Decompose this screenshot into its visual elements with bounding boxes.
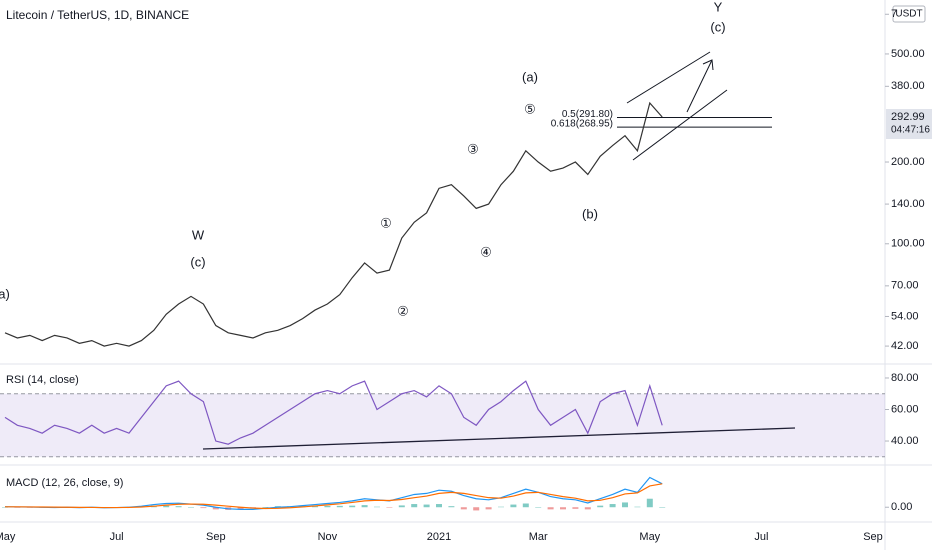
arrow [686,59,713,113]
x-tick-label: Jul [754,531,768,543]
wave-label: a) [0,286,10,301]
y-tick-label: 0.00 [891,501,912,513]
series-line [5,483,663,510]
wave-label: ① [380,215,392,230]
y-tick-label: 200.00 [891,156,925,168]
histogram-bar [386,507,393,508]
y-tick-label: 500.00 [891,48,925,60]
wave-label: ⑤ [524,101,536,116]
y-tick-label: 54.00 [891,310,919,322]
x-tick-label: Nov [318,531,338,543]
x-tick-label: Sep [206,531,226,543]
countdown: 04:47:16 [891,125,930,136]
histogram-bar [485,507,492,510]
wave-label: ③ [467,141,479,156]
y-tick-label: 40.00 [891,435,919,447]
histogram-bar [448,506,455,508]
histogram-bar [572,507,579,509]
histogram-bar [498,506,504,508]
y-tick-label: 60.00 [891,403,919,415]
histogram-bar [163,505,170,508]
histogram-bar [374,506,380,508]
y-tick-label: 100.00 [891,238,925,250]
histogram-bar [237,507,244,510]
histogram-bar [262,507,269,508]
histogram-bar [510,504,517,508]
histogram-bar [622,502,628,508]
histogram-bar [473,507,480,511]
y-tick-label: 380.00 [891,80,925,92]
histogram-bar [535,507,542,508]
histogram-bar [398,505,405,508]
last-price: 292.99 [891,111,925,123]
wave-label: ④ [480,244,492,259]
y-tick-label: 70.00 [891,280,919,292]
histogram-bar [597,505,604,508]
x-tick-label: Jul [110,531,124,543]
histogram-bar [436,504,442,508]
wave-label: (a) [522,69,538,84]
chart-title: Litecoin / TetherUS, 1D, BINANCE [6,8,189,22]
x-tick-label: May [0,531,16,543]
wave-label: Y [714,0,723,14]
wave-label: (c) [190,254,205,269]
wave-label: (c) [710,19,725,34]
currency[interactable]: USDT [895,9,922,20]
rsi-band [0,393,885,457]
channel-line [626,51,711,104]
fib-label: 0.618(268.95) [551,119,613,130]
x-tick-label: Sep [863,531,883,543]
series-line [4,380,663,445]
histogram-bar [336,505,343,508]
arrow-head [702,59,714,71]
histogram-bar [212,507,219,510]
histogram-bar [188,507,194,508]
histogram-bar [560,507,566,510]
histogram-bar [460,507,467,510]
histogram-bar [547,507,554,510]
histogram-bar [411,504,418,508]
histogram-bar [349,505,356,508]
histogram-bar [522,503,529,508]
histogram-bar [324,505,331,508]
series-line [4,101,663,347]
histogram-bar [200,507,207,509]
macd-title: MACD (12, 26, close, 9) [6,477,123,489]
currency-box[interactable] [892,5,926,23]
histogram-bar [423,504,430,508]
price-label-box [886,108,932,139]
y-tick-label: 7 [891,8,897,20]
histogram-bar [646,498,653,508]
wave-label: W [192,227,205,242]
channel-line [632,89,728,161]
x-tick-label: May [639,531,660,543]
histogram-bar [584,507,591,510]
histogram-bar [634,506,641,508]
y-tick-label: 80.00 [891,372,919,384]
histogram-bar [361,505,368,508]
y-tick-label: 140.00 [891,198,925,210]
fib-label: 0.5(291.80) [562,109,613,120]
y-tick-label: 42.00 [891,340,919,352]
histogram-bar [609,504,616,508]
rsi-trendline [202,427,796,450]
rsi-title: RSI (14, close) [6,374,79,386]
histogram-bar [659,507,666,508]
x-tick-label: 2021 [427,531,451,543]
histogram-bar [175,506,182,508]
wave-label: ② [397,303,409,318]
x-tick-label: Mar [529,531,548,543]
wave-label: (b) [582,206,598,221]
